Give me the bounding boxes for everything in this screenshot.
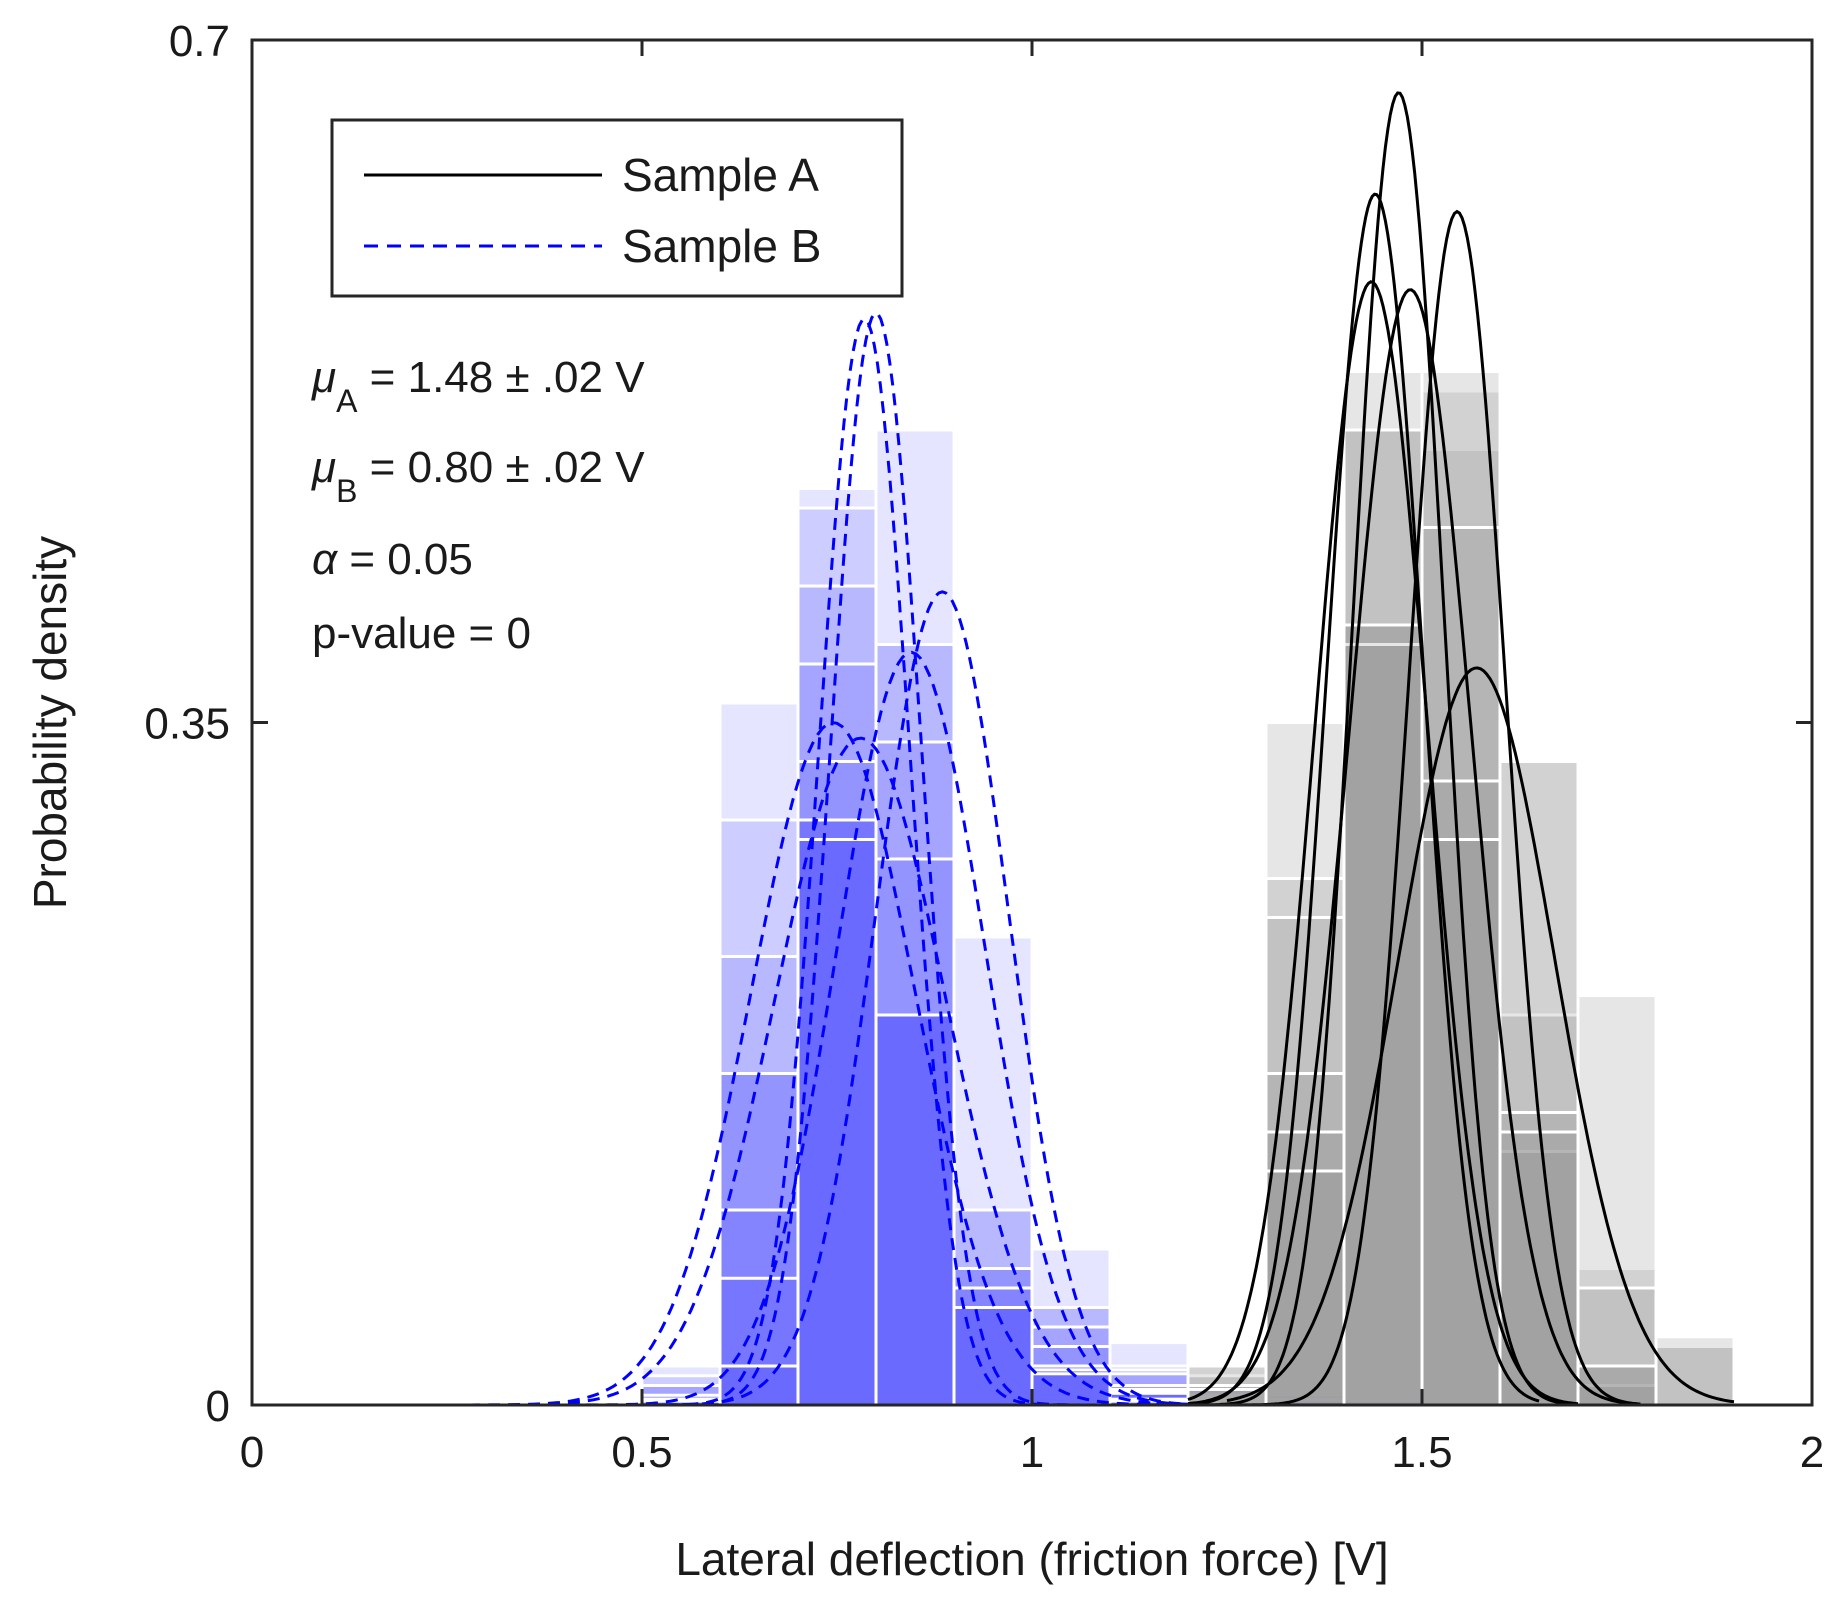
- x-tick-label-2: 1: [1020, 1428, 1044, 1477]
- hist-bar-a-3-12: [1576, 994, 1658, 1407]
- fit-curve-a-5: [1226, 666, 1735, 1404]
- p-value-text: p-value = 0: [312, 609, 531, 658]
- fit-curve-a-2: [1187, 280, 1579, 1406]
- histogram-bars: [640, 370, 1736, 1407]
- hist-bar-b-6-3: [874, 1013, 956, 1407]
- hist-bar-b-5-1: [718, 1208, 800, 1407]
- fit-curve-a-4: [1187, 288, 1641, 1406]
- mu-a-subscript: A: [336, 383, 358, 419]
- alpha-value: = 0.05: [337, 535, 473, 584]
- mu-a-symbol: μ: [311, 353, 336, 402]
- legend-label-sample-a: Sample A: [622, 149, 819, 201]
- fit-curve-a-1: [1187, 192, 1540, 1406]
- x-tick-label-4: 2: [1800, 1428, 1824, 1477]
- hist-bar-b-7-2: [796, 838, 878, 1407]
- y-tick-label-2: 0.7: [169, 17, 230, 66]
- hist-bar-a-5-9: [1342, 623, 1424, 1407]
- annotation-p-value: p-value = 0: [312, 609, 531, 658]
- hist-bar-b-3-2: [796, 662, 878, 1407]
- annotation-mu-b: μB = 0.80 ± .02 V: [311, 443, 645, 509]
- fit-curve-b-3: [486, 650, 1189, 1407]
- fit-curve-a-0: [1188, 91, 1579, 1407]
- hist-bar-a-0-12: [1576, 1267, 1658, 1407]
- x-tick-label-0: 0: [240, 1428, 264, 1477]
- hist-bar-a-4-12: [1576, 1286, 1658, 1407]
- hist-bar-b-4-3: [874, 857, 956, 1407]
- hist-bar-b-1-5: [1030, 1306, 1112, 1407]
- x-tick-label-3: 1.5: [1391, 1428, 1452, 1477]
- fit-curve-a-3: [1227, 209, 1641, 1407]
- annotation-alpha: α = 0.05: [312, 535, 473, 584]
- mu-a-value: = 1.48 ± .02 V: [357, 353, 645, 402]
- x-axis-label: Lateral deflection (friction force) [V]: [675, 1533, 1388, 1585]
- x-tick-label-1: 0.5: [611, 1428, 672, 1477]
- mu-b-symbol: μ: [311, 443, 336, 492]
- hist-bar-b-6-1: [718, 1276, 800, 1407]
- alpha-symbol: α: [312, 535, 339, 584]
- y-tick-label-1: 0.35: [144, 700, 230, 749]
- hist-bar-b-5-3: [874, 1013, 956, 1407]
- fit-curve-b-2: [642, 590, 1189, 1407]
- hist-bar-b-7-3: [874, 1013, 956, 1407]
- hist-bar-b-6-2: [796, 818, 878, 1407]
- legend-label-sample-b: Sample B: [622, 220, 821, 272]
- legend: Sample A Sample B: [330, 118, 904, 298]
- hist-bar-b-2-3: [874, 643, 956, 1407]
- annotation-mu-a: μA = 1.48 ± .02 V: [311, 353, 645, 419]
- legend-box: [330, 118, 904, 298]
- mu-b-subscript: B: [336, 473, 357, 509]
- y-tick-label-0: 0: [206, 1382, 230, 1431]
- stats-annotations: μA = 1.48 ± .02 V μB = 0.80 ± .02 V α = …: [311, 353, 645, 658]
- hist-bar-a-5-13: [1654, 1335, 1736, 1407]
- ticks: 0 0.5 1 1.5 2 0 0.35 0.7: [144, 17, 1824, 1477]
- mu-b-value: = 0.80 ± .02 V: [357, 443, 645, 492]
- hist-bar-b-1-3: [874, 643, 956, 1407]
- y-axis-label: Probability density: [24, 536, 76, 909]
